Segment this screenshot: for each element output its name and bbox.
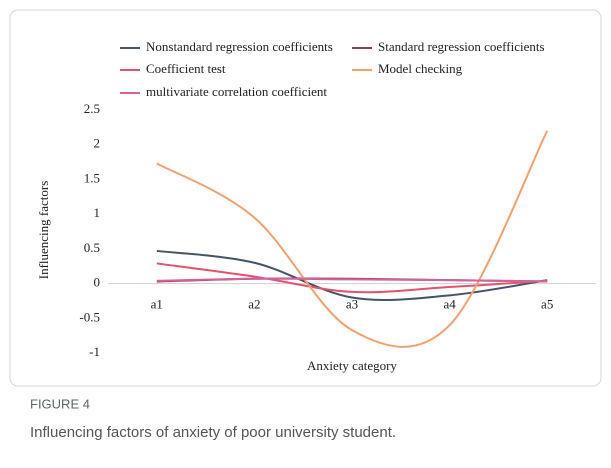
x-axis-label: Anxiety category	[307, 358, 397, 373]
x-tick-label: a1	[151, 297, 163, 312]
y-tick-label: 2.5	[84, 101, 100, 116]
caption: Influencing factors of anxiety of poor u…	[30, 424, 396, 441]
x-tick-label: a3	[346, 297, 358, 312]
legend-label: Nonstandard regression coefficients	[146, 39, 333, 54]
series-line	[156, 249, 548, 301]
x-tick-label: a4	[443, 297, 456, 312]
series-line	[156, 262, 548, 294]
series-line	[156, 277, 548, 283]
figure-frame	[9, 9, 602, 387]
legend-label: Standard regression coefficients	[378, 39, 545, 54]
series-line	[156, 130, 549, 348]
x-tick-label: a2	[248, 297, 260, 312]
y-tick-label: 1	[94, 205, 101, 220]
caption-label: FIGURE 4	[30, 396, 90, 411]
x-tick-label: a5	[541, 297, 553, 312]
y-tick-label: -1	[89, 344, 100, 359]
y-tick-label: 2	[94, 136, 101, 151]
y-tick-label: 0	[94, 275, 101, 290]
legend-label: multivariate correlation coefficient	[146, 84, 327, 99]
y-tick-label: 0.5	[84, 240, 100, 255]
legend-label: Coefficient test	[146, 61, 226, 76]
y-tick-label: -0.5	[79, 309, 100, 324]
y-tick-label: 1.5	[84, 170, 100, 185]
y-axis-label: Influencing factors	[36, 181, 51, 280]
legend-label: Model checking	[378, 61, 463, 76]
